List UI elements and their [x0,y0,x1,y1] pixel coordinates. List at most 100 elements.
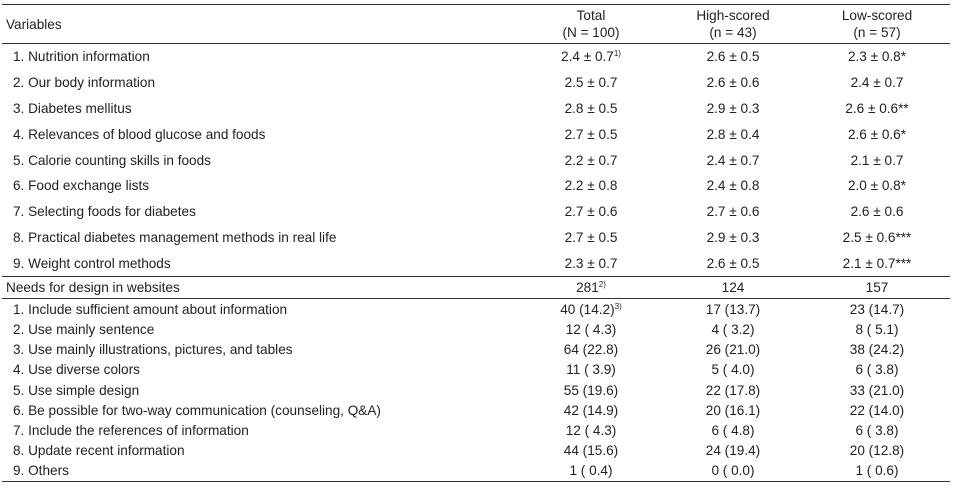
cell-high-value: 2.4 ± 0.7 [706,152,760,168]
cell-low: 2.5 ± 0.6*** [804,225,950,251]
cell-total-value: 42 (14.9) [563,402,619,418]
cell-total-footnote: 1) [613,49,621,59]
cell-total-value: 11 ( 3.9) [566,362,616,378]
cell-low: 2.6 ± 0.6 [804,199,950,225]
cell-high: 20 (16.1) [662,400,804,420]
cell-high: 2.4 ± 0.7 [662,147,804,173]
cell-total-value: 2.5 ± 0.7 [564,75,618,91]
cell-total-value: 2.7 ± 0.6 [564,204,618,220]
table-row: 8. Practical diabetes management methods… [2,225,950,251]
cell-low: 20 (12.8) [804,440,950,460]
cell-total: 2.5 ± 0.7 [520,70,662,96]
table-row: 4. Relevances of blood glucose and foods… [2,121,950,147]
row-label: 1. Include sufficient amount about infor… [13,301,288,317]
cell-low-value: 20 (12.8) [849,443,905,459]
header-low-label: Low-scored [841,8,913,23]
cell-high-value: 2.6 ± 0.5 [706,49,760,65]
section-high-value: 124 [721,280,745,296]
cell-total-value: 2.4 ± 0.7 [561,49,614,65]
cell-high: 5 ( 4.0) [662,360,804,380]
cell-low-value: 33 (21.0) [849,382,905,398]
cell-low-value: 2.1 ± 0.7*** [842,255,912,271]
data-table: Variables Total (N = 100) High-scored (n… [2,4,950,482]
cell-high-value: 5 ( 4.0) [711,362,755,378]
table-row: 9. Weight control methods 2.3 ± 0.7 2.6 ± … [2,250,950,276]
table-row: 1. Nutrition information 2.4 ± 0.71) 2.6 ±… [2,44,950,70]
row-label: 9. Others [2,460,520,482]
cell-low: 1 ( 0.6) [804,460,950,482]
cell-low-value: 8 ( 5.1) [855,321,899,337]
cell-high-value: 17 (13.7) [705,301,761,317]
cell-total: 55 (19.6) [520,380,662,400]
cell-high-value: 2.9 ± 0.3 [706,100,760,116]
row-label: 4. Relevances of blood glucose and foods [13,126,266,142]
cell-high: 2.6 ± 0.5 [662,250,804,276]
row-label: 5. Use simple design [13,382,140,398]
cell-total-value: 40 (14.2) [560,301,615,317]
cell-low: 8 ( 5.1) [804,319,950,339]
cell-low: 23 (14.7) [804,299,950,320]
table-row: 3. Use mainly illustrations, pictures, a… [2,340,950,360]
table-row: 3. Diabetes mellitus 2.8 ± 0.5 2.9 ± 0.3 2.… [2,96,950,122]
section-row: Needs for design in websites 2812) 124 157 [2,276,950,300]
row-label: 2. Use mainly sentence [13,321,155,337]
row-label: 3. Diabetes mellitus [13,100,132,116]
cell-total-value: 2.3 ± 0.7 [564,255,618,271]
cell-low-value: 2.3 ± 0.8* [847,49,907,65]
cell-low-value: 2.6 ± 0.6** [845,100,909,116]
cell-total-value: 2.7 ± 0.5 [564,126,618,142]
cell-high: 22 (17.8) [662,380,804,400]
cell-high: 0 ( 0.0) [662,460,804,482]
row-label: 3. Use mainly illustrations, pictures, a… [13,342,293,358]
cell-total-value: 2.8 ± 0.5 [564,100,618,116]
cell-low: 2.1 ± 0.7*** [804,250,950,276]
row-label: 6. Food exchange lists [13,178,150,194]
cell-total: 11 ( 3.9) [520,360,662,380]
cell-total-value: 1 ( 0.4) [569,463,613,479]
cell-high: 2.6 ± 0.6 [662,70,804,96]
section-high: 124 [662,276,804,300]
cell-high: 24 (19.4) [662,440,804,460]
cell-low-value: 23 (14.7) [849,301,905,317]
cell-total: 2.2 ± 0.8 [520,173,662,199]
cell-low: 38 (24.2) [804,340,950,360]
cell-low: 2.6 ± 0.6** [804,96,950,122]
cell-total-value: 2.2 ± 0.8 [564,178,618,194]
header-total-label: Total [576,8,606,23]
header-high-n: (n = 43) [709,25,757,40]
cell-total: 2.7 ± 0.5 [520,121,662,147]
section-total-value: 281 [576,280,599,296]
cell-high: 2.9 ± 0.3 [662,96,804,122]
cell-low: 2.4 ± 0.7 [804,70,950,96]
cell-low-value: 2.1 ± 0.7 [850,152,904,168]
cell-high-value: 6 ( 4.8) [711,422,755,438]
cell-low: 22 (14.0) [804,400,950,420]
row-label: 9. Weight control methods [13,255,171,271]
cell-low-value: 6 ( 3.8) [855,362,899,378]
cell-low: 2.0 ± 0.8* [804,173,950,199]
cell-low: 6 ( 3.8) [804,360,950,380]
cell-low: 33 (21.0) [804,380,950,400]
table-row: 8. Update recent information 44 (15.6) 24 … [2,440,950,460]
cell-high: 2.6 ± 0.5 [662,44,804,70]
header-high-label: High-scored [696,8,770,23]
cell-low-value: 2.6 ± 0.6 [850,204,904,220]
table-row: 6. Food exchange lists 2.2 ± 0.8 2.4 ± 0.8… [2,173,950,199]
cell-high: 2.8 ± 0.4 [662,121,804,147]
table-row: 6. Be possible for two-way communication… [2,400,950,420]
cell-total-value: 44 (15.6) [563,443,619,459]
cell-high-value: 26 (21.0) [705,342,761,358]
table-row: 2. Our body information 2.5 ± 0.7 2.6 ± 0.… [2,70,950,96]
cell-high-value: 2.6 ± 0.5 [706,255,760,271]
section-low-value: 157 [865,280,889,296]
cell-total-footnote: 3) [614,301,622,311]
cell-low: 6 ( 3.8) [804,420,950,440]
cell-total: 2.3 ± 0.7 [520,250,662,276]
cell-high: 2.9 ± 0.3 [662,225,804,251]
table-row: 5. Calorie counting skills in foods 2.2 ±… [2,147,950,173]
cell-high: 6 ( 4.8) [662,420,804,440]
cell-total: 2.8 ± 0.5 [520,96,662,122]
cell-low-value: 22 (14.0) [849,402,905,418]
cell-low-value: 2.0 ± 0.8* [847,178,907,194]
cell-low-value: 1 ( 0.6) [855,463,899,479]
